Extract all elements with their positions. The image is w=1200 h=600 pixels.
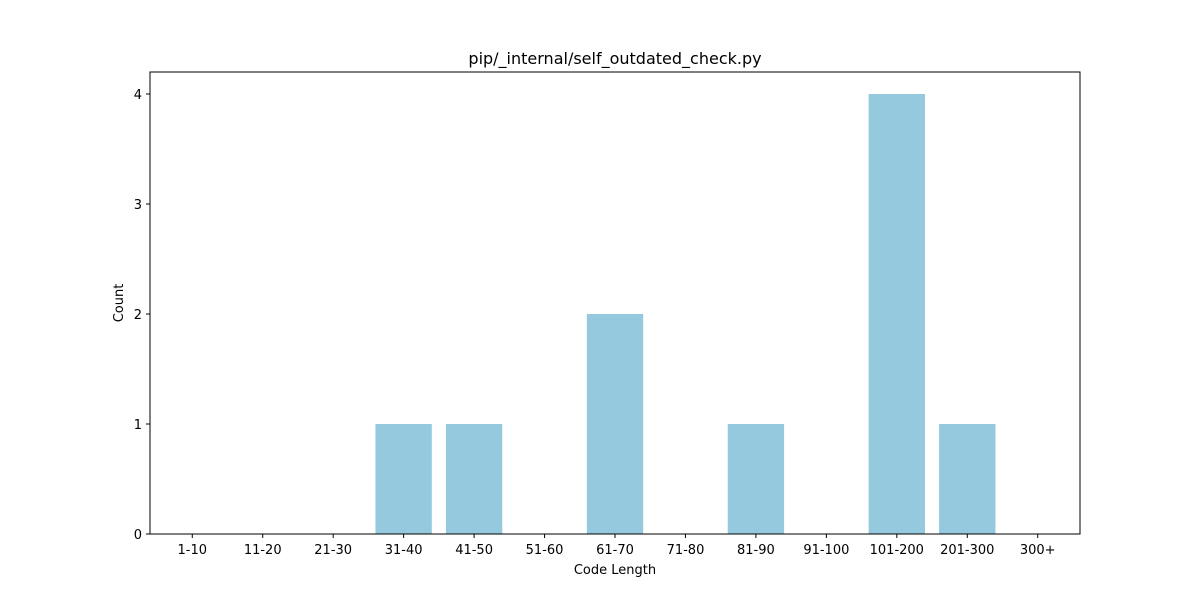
y-axis-label: Count: [112, 284, 127, 323]
x-tick-label: 61-70: [596, 543, 634, 558]
bars-group: [375, 94, 996, 534]
chart-title: pip/_internal/self_outdated_check.py: [468, 49, 761, 69]
x-axis-ticks: 1-10 11-20 21-30 31-40 41-50 51-60 61-70 71-80 8…: [178, 534, 1056, 558]
plot-frame: [149, 71, 1081, 535]
x-tick-label: 81-90: [737, 543, 775, 558]
x-tick-label: 91-100: [803, 543, 849, 558]
y-tick-label: 0: [134, 528, 142, 543]
x-tick-label: 41-50: [455, 543, 493, 558]
y-tick-label: 3: [134, 198, 142, 213]
x-tick-label: 300+: [1020, 543, 1056, 558]
x-tick-label: 31-40: [385, 543, 423, 558]
x-tick-label: 11-20: [244, 543, 282, 558]
y-tick-label: 4: [134, 88, 142, 103]
bar-101-200: [868, 94, 925, 534]
y-tick-label: 1: [134, 418, 142, 433]
y-tick-label: 2: [134, 308, 142, 323]
x-tick-label: 71-80: [667, 543, 705, 558]
bar-41-50: [445, 424, 503, 534]
x-tick-label: 101-200: [870, 543, 924, 558]
x-axis-label: Code Length: [574, 563, 656, 578]
x-tick-label: 1-10: [178, 543, 208, 558]
x-tick-label: 51-60: [526, 543, 564, 558]
bar-31-40: [375, 424, 432, 534]
y-axis-ticks: 0 1 2 3 4: [134, 88, 150, 543]
x-tick-label: 201-300: [940, 543, 994, 558]
bar-81-90: [727, 424, 785, 534]
bar-201-300: [939, 424, 996, 534]
x-tick-label: 21-30: [314, 543, 352, 558]
bar-61-70: [586, 314, 644, 534]
